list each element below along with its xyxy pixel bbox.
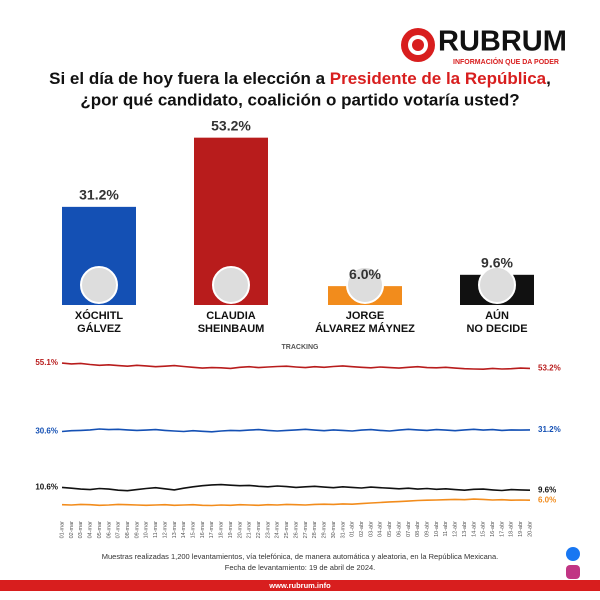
x-tick-label: 11-abr (443, 521, 449, 537)
series-line (61, 498, 531, 507)
x-tick-label: 30-mar (331, 521, 337, 539)
candidate-photo (478, 266, 516, 304)
x-tick-label: 28-mar (312, 521, 318, 539)
x-tick-label: 07-mar (116, 521, 122, 539)
x-tick-label: 19-mar (228, 521, 234, 539)
x-tick-label: 09-mar (134, 521, 140, 539)
category-label: JORGE (346, 310, 385, 322)
x-tick-label: 27-mar (303, 521, 309, 539)
x-tick-label: 20-abr (527, 521, 533, 537)
x-tick-label: 06-abr (396, 521, 402, 537)
subtitle: TRACKING (282, 344, 319, 351)
value-label: 31.2% (79, 187, 119, 203)
x-tick-label: 10-mar (144, 521, 150, 539)
end-label: 6.0% (538, 495, 556, 504)
x-tick-label: 09-abr (424, 521, 430, 537)
start-label: 55.1% (35, 358, 58, 367)
x-tick-label: 31-mar (340, 521, 346, 539)
x-tick-label: 12-mar (162, 521, 168, 539)
x-tick-label: 15-abr (481, 521, 487, 537)
category-label: GÁLVEZ (77, 322, 121, 335)
value-label: 53.2% (211, 117, 251, 133)
candidate-photo (80, 266, 118, 304)
category-label: AÚN (485, 309, 509, 322)
category-label: ÁLVAREZ MÁYNEZ (315, 322, 415, 335)
series-line (61, 428, 531, 433)
x-tick-label: 16-mar (200, 521, 206, 539)
x-tick-label: 08-mar (125, 521, 131, 539)
value-label: 9.6% (481, 255, 513, 271)
x-tick-label: 19-abr (518, 521, 524, 537)
facebook-icon[interactable] (566, 547, 580, 561)
x-tick-label: 07-abr (406, 521, 412, 537)
title-part: , (546, 69, 551, 88)
x-tick-label: 01-mar (59, 521, 65, 539)
url[interactable]: www.rubrum.info (268, 581, 331, 590)
x-tick-label: 03-abr (368, 521, 374, 537)
survey-date: Fecha de levantamiento: 19 de abril de 2… (225, 563, 376, 572)
tagline: INFORMACIÓN QUE DA PODER (453, 57, 559, 66)
category-label: XÓCHITL (75, 309, 124, 322)
end-label: 9.6% (538, 485, 556, 494)
candidate-photo (346, 266, 384, 304)
x-tick-label: 24-mar (275, 521, 281, 539)
x-tick-label: 17-mar (209, 521, 215, 539)
start-label: 30.6% (35, 427, 58, 436)
x-tick-label: 04-mar (88, 521, 94, 539)
x-tick-label: 17-abr (499, 521, 505, 537)
value-label: 6.0% (349, 266, 381, 282)
title-highlight: Presidente de la República (330, 69, 547, 88)
x-tick-label: 05-abr (387, 521, 393, 537)
category-label: CLAUDIA (206, 310, 256, 322)
footnote: Muestras realizadas 1,200 levantamientos… (102, 552, 498, 561)
x-tick-label: 02-mar (69, 521, 75, 539)
x-tick-label: 08-abr (415, 521, 421, 537)
x-tick-label: 02-abr (359, 521, 365, 537)
title-part: Si el día de hoy fuera la elección a (49, 69, 330, 88)
x-tick-label: 23-mar (265, 521, 271, 539)
candidate-photo (212, 266, 250, 304)
x-tick-label: 26-mar (293, 521, 299, 539)
x-tick-label: 22-mar (256, 521, 262, 539)
series-line (61, 362, 531, 371)
series-line (61, 483, 531, 492)
x-tick-label: 06-mar (106, 521, 112, 539)
x-tick-label: 01-abr (350, 521, 356, 537)
x-tick-label: 12-abr (453, 521, 459, 537)
x-tick-label: 15-mar (190, 521, 196, 539)
start-label: 10.6% (35, 483, 58, 492)
end-label: 31.2% (538, 425, 561, 434)
x-tick-label: 13-mar (172, 521, 178, 539)
x-tick-label: 25-mar (284, 521, 290, 539)
x-tick-label: 04-abr (378, 521, 384, 537)
brand: RUBRUM (438, 26, 567, 58)
category-label: NO DECIDE (466, 323, 527, 335)
x-tick-label: 18-mar (219, 521, 225, 539)
logo-dot (412, 39, 424, 51)
title-line2: ¿por qué candidato, coalición o partido … (80, 90, 519, 109)
x-tick-label: 14-mar (181, 521, 187, 539)
x-tick-label: 03-mar (78, 521, 84, 539)
title: Si el día de hoy fuera la elección a Pre… (49, 69, 551, 88)
x-tick-label: 13-abr (462, 521, 468, 537)
category-label: SHEINBAUM (198, 323, 265, 335)
x-tick-label: 05-mar (97, 521, 103, 539)
x-tick-label: 11-mar (153, 521, 159, 538)
x-tick-label: 29-mar (322, 521, 328, 539)
x-tick-label: 18-abr (509, 521, 515, 537)
x-tick-label: 10-abr (434, 521, 440, 537)
instagram-icon[interactable] (566, 565, 580, 579)
x-tick-label: 21-mar (247, 521, 253, 539)
x-tick-label: 20-mar (237, 521, 243, 539)
footer-strip (0, 580, 600, 591)
end-label: 53.2% (538, 364, 561, 373)
x-tick-label: 16-abr (490, 521, 496, 537)
x-tick-label: 14-abr (471, 521, 477, 537)
